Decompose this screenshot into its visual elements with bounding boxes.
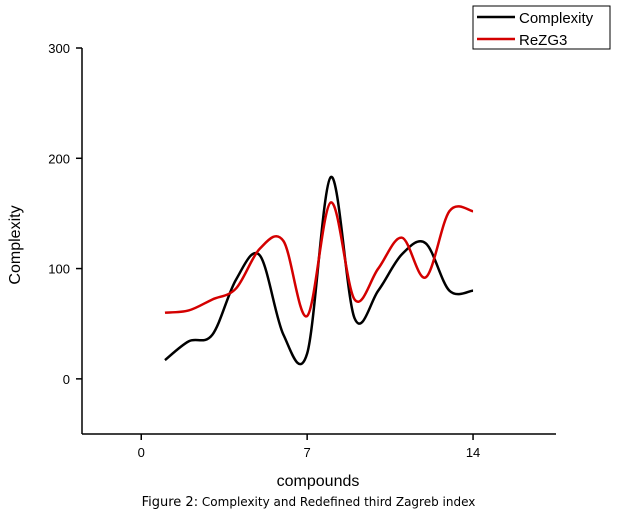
legend-label-rezg3: ReZG3 bbox=[519, 32, 567, 49]
x-tick-label: 0 bbox=[138, 445, 145, 460]
x-axis-title: compounds bbox=[277, 473, 360, 490]
legend-label-complexity: Complexity bbox=[519, 10, 594, 27]
figure-caption: Figure 2: Complexity and Redefined third… bbox=[0, 495, 617, 510]
series-line-rezg3 bbox=[164, 201, 474, 318]
series-line-complexity bbox=[164, 175, 474, 366]
figure-label: Figure 2: bbox=[141, 495, 199, 510]
figure-caption-text: Complexity and Redefined third Zagreb in… bbox=[201, 495, 476, 509]
y-tick-label: 300 bbox=[48, 41, 70, 56]
y-tick-label: 0 bbox=[63, 372, 70, 387]
x-tick-label: 7 bbox=[304, 445, 311, 460]
x-tick-label: 14 bbox=[466, 445, 480, 460]
y-tick-label: 200 bbox=[48, 151, 70, 166]
y-axis-title: Complexity bbox=[7, 205, 24, 284]
legend: Complexity ReZG3 bbox=[472, 5, 611, 50]
y-tick-label: 100 bbox=[48, 262, 70, 277]
chart: 0 100 200 300 0 7 14 compounds Complexity Comp… bbox=[7, 5, 611, 490]
legend-box bbox=[472, 5, 611, 50]
